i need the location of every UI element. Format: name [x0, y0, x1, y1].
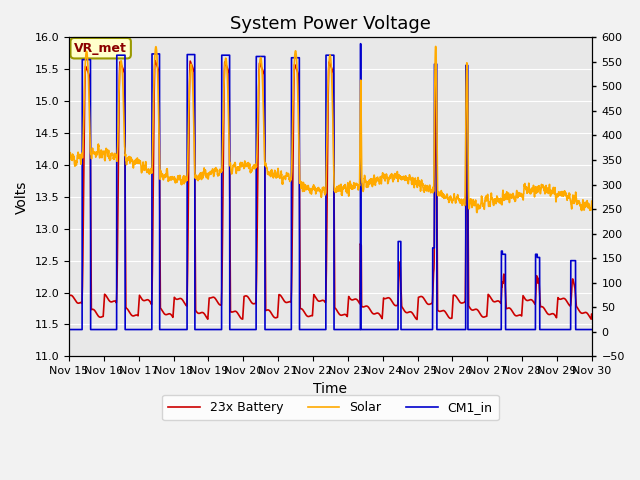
CM1_in	[588, 327, 596, 333]
CM1_in	[289, 55, 296, 60]
Solar	[522, 184, 529, 190]
23x Battery	[289, 220, 296, 226]
Legend: 23x Battery, Solar, CM1_in: 23x Battery, Solar, CM1_in	[162, 395, 499, 420]
Line: CM1_in: CM1_in	[69, 44, 592, 330]
Line: Solar: Solar	[69, 47, 592, 213]
23x Battery	[413, 317, 421, 323]
Text: VR_met: VR_met	[74, 42, 127, 55]
CM1_in	[522, 327, 529, 333]
CM1_in	[578, 327, 586, 333]
23x Battery	[125, 308, 132, 314]
Title: System Power Voltage: System Power Voltage	[230, 15, 431, 33]
Solar	[156, 170, 164, 176]
23x Battery	[578, 311, 586, 316]
Line: 23x Battery: 23x Battery	[69, 60, 592, 320]
CM1_in	[65, 327, 73, 333]
Solar	[65, 158, 73, 164]
CM1_in	[356, 41, 364, 47]
Solar	[289, 143, 296, 148]
CM1_in	[156, 327, 164, 333]
23x Battery	[156, 217, 164, 223]
23x Battery	[65, 293, 73, 299]
23x Battery	[588, 311, 596, 317]
Solar	[473, 210, 481, 216]
X-axis label: Time: Time	[314, 382, 348, 396]
Solar	[578, 205, 586, 211]
Solar	[432, 44, 440, 49]
Solar	[588, 198, 596, 204]
23x Battery	[522, 297, 529, 302]
Solar	[125, 155, 132, 161]
CM1_in	[125, 327, 132, 333]
Y-axis label: Volts: Volts	[15, 180, 29, 214]
Solar	[266, 169, 273, 175]
23x Battery	[266, 308, 273, 314]
CM1_in	[266, 327, 273, 333]
23x Battery	[151, 58, 159, 63]
